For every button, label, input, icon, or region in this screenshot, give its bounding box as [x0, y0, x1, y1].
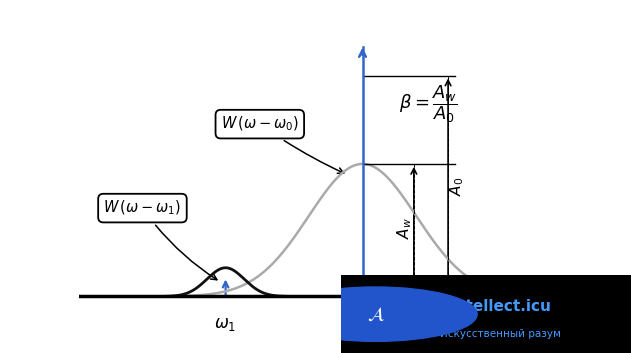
Text: $A_0$: $A_0$ [447, 176, 466, 196]
Text: $\beta=\dfrac{A_w}{A_0}$: $\beta=\dfrac{A_w}{A_0}$ [399, 83, 458, 125]
Text: $W\,(\omega-\omega_0)$: $W\,(\omega-\omega_0)$ [221, 115, 344, 173]
Text: $A_w$: $A_w$ [396, 217, 415, 239]
Text: $W\,(\omega-\omega_1)$: $W\,(\omega-\omega_1)$ [103, 199, 217, 280]
Text: $\omega_1$: $\omega_1$ [215, 315, 237, 333]
Text: $\mathcal{A}$: $\mathcal{A}$ [367, 305, 384, 324]
Circle shape [274, 287, 477, 341]
Text: Intellect.icu: Intellect.icu [449, 299, 551, 314]
Text: $\omega_0$: $\omega_0$ [351, 315, 374, 333]
Text: Искусственный разум: Искусственный разум [440, 329, 561, 339]
